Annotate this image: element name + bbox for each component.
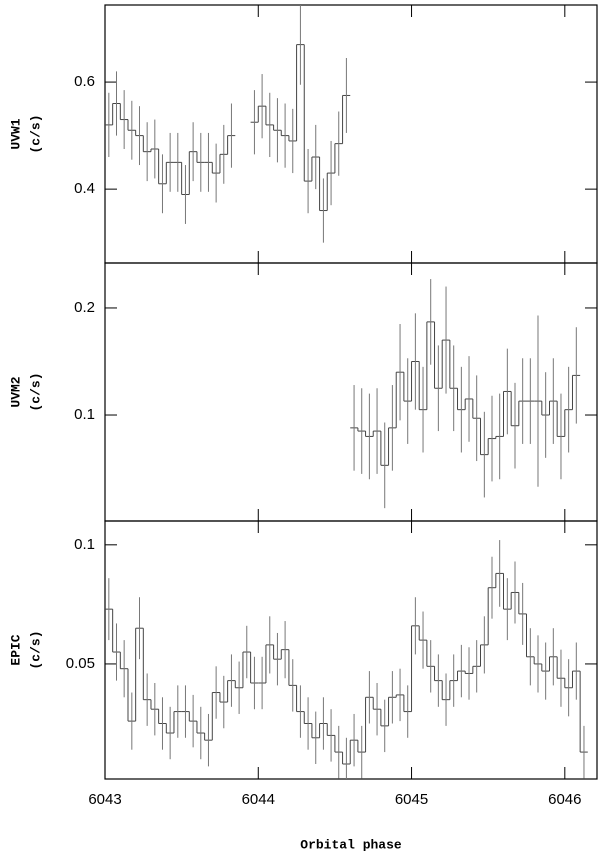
y-axis-label: EPIC xyxy=(8,634,23,665)
x-tick-label: 6046 xyxy=(548,791,581,808)
y-axis-label: UVM2 xyxy=(8,376,23,407)
x-tick-label: 6043 xyxy=(88,791,121,808)
y-tick-label: 0.4 xyxy=(74,180,95,197)
y-axis-label: UVW1 xyxy=(8,118,23,149)
x-tick-label: 6044 xyxy=(242,791,275,808)
panel-frame xyxy=(104,4,598,264)
y-tick-label: 0.05 xyxy=(66,655,95,672)
y-tick-label: 0.1 xyxy=(74,406,95,423)
panel-frame xyxy=(104,520,598,780)
y-axis-label: (c/s) xyxy=(28,630,43,669)
y-tick-label: 0.2 xyxy=(74,299,95,316)
x-tick-label: 6045 xyxy=(395,791,428,808)
x-axis-label: Orbital phase xyxy=(300,837,402,852)
y-axis-label: (c/s) xyxy=(28,372,43,411)
y-tick-label: 0.6 xyxy=(74,73,95,90)
y-axis-label: (c/s) xyxy=(28,114,43,153)
y-tick-label: 0.1 xyxy=(74,536,95,553)
panel-frame xyxy=(104,262,598,522)
